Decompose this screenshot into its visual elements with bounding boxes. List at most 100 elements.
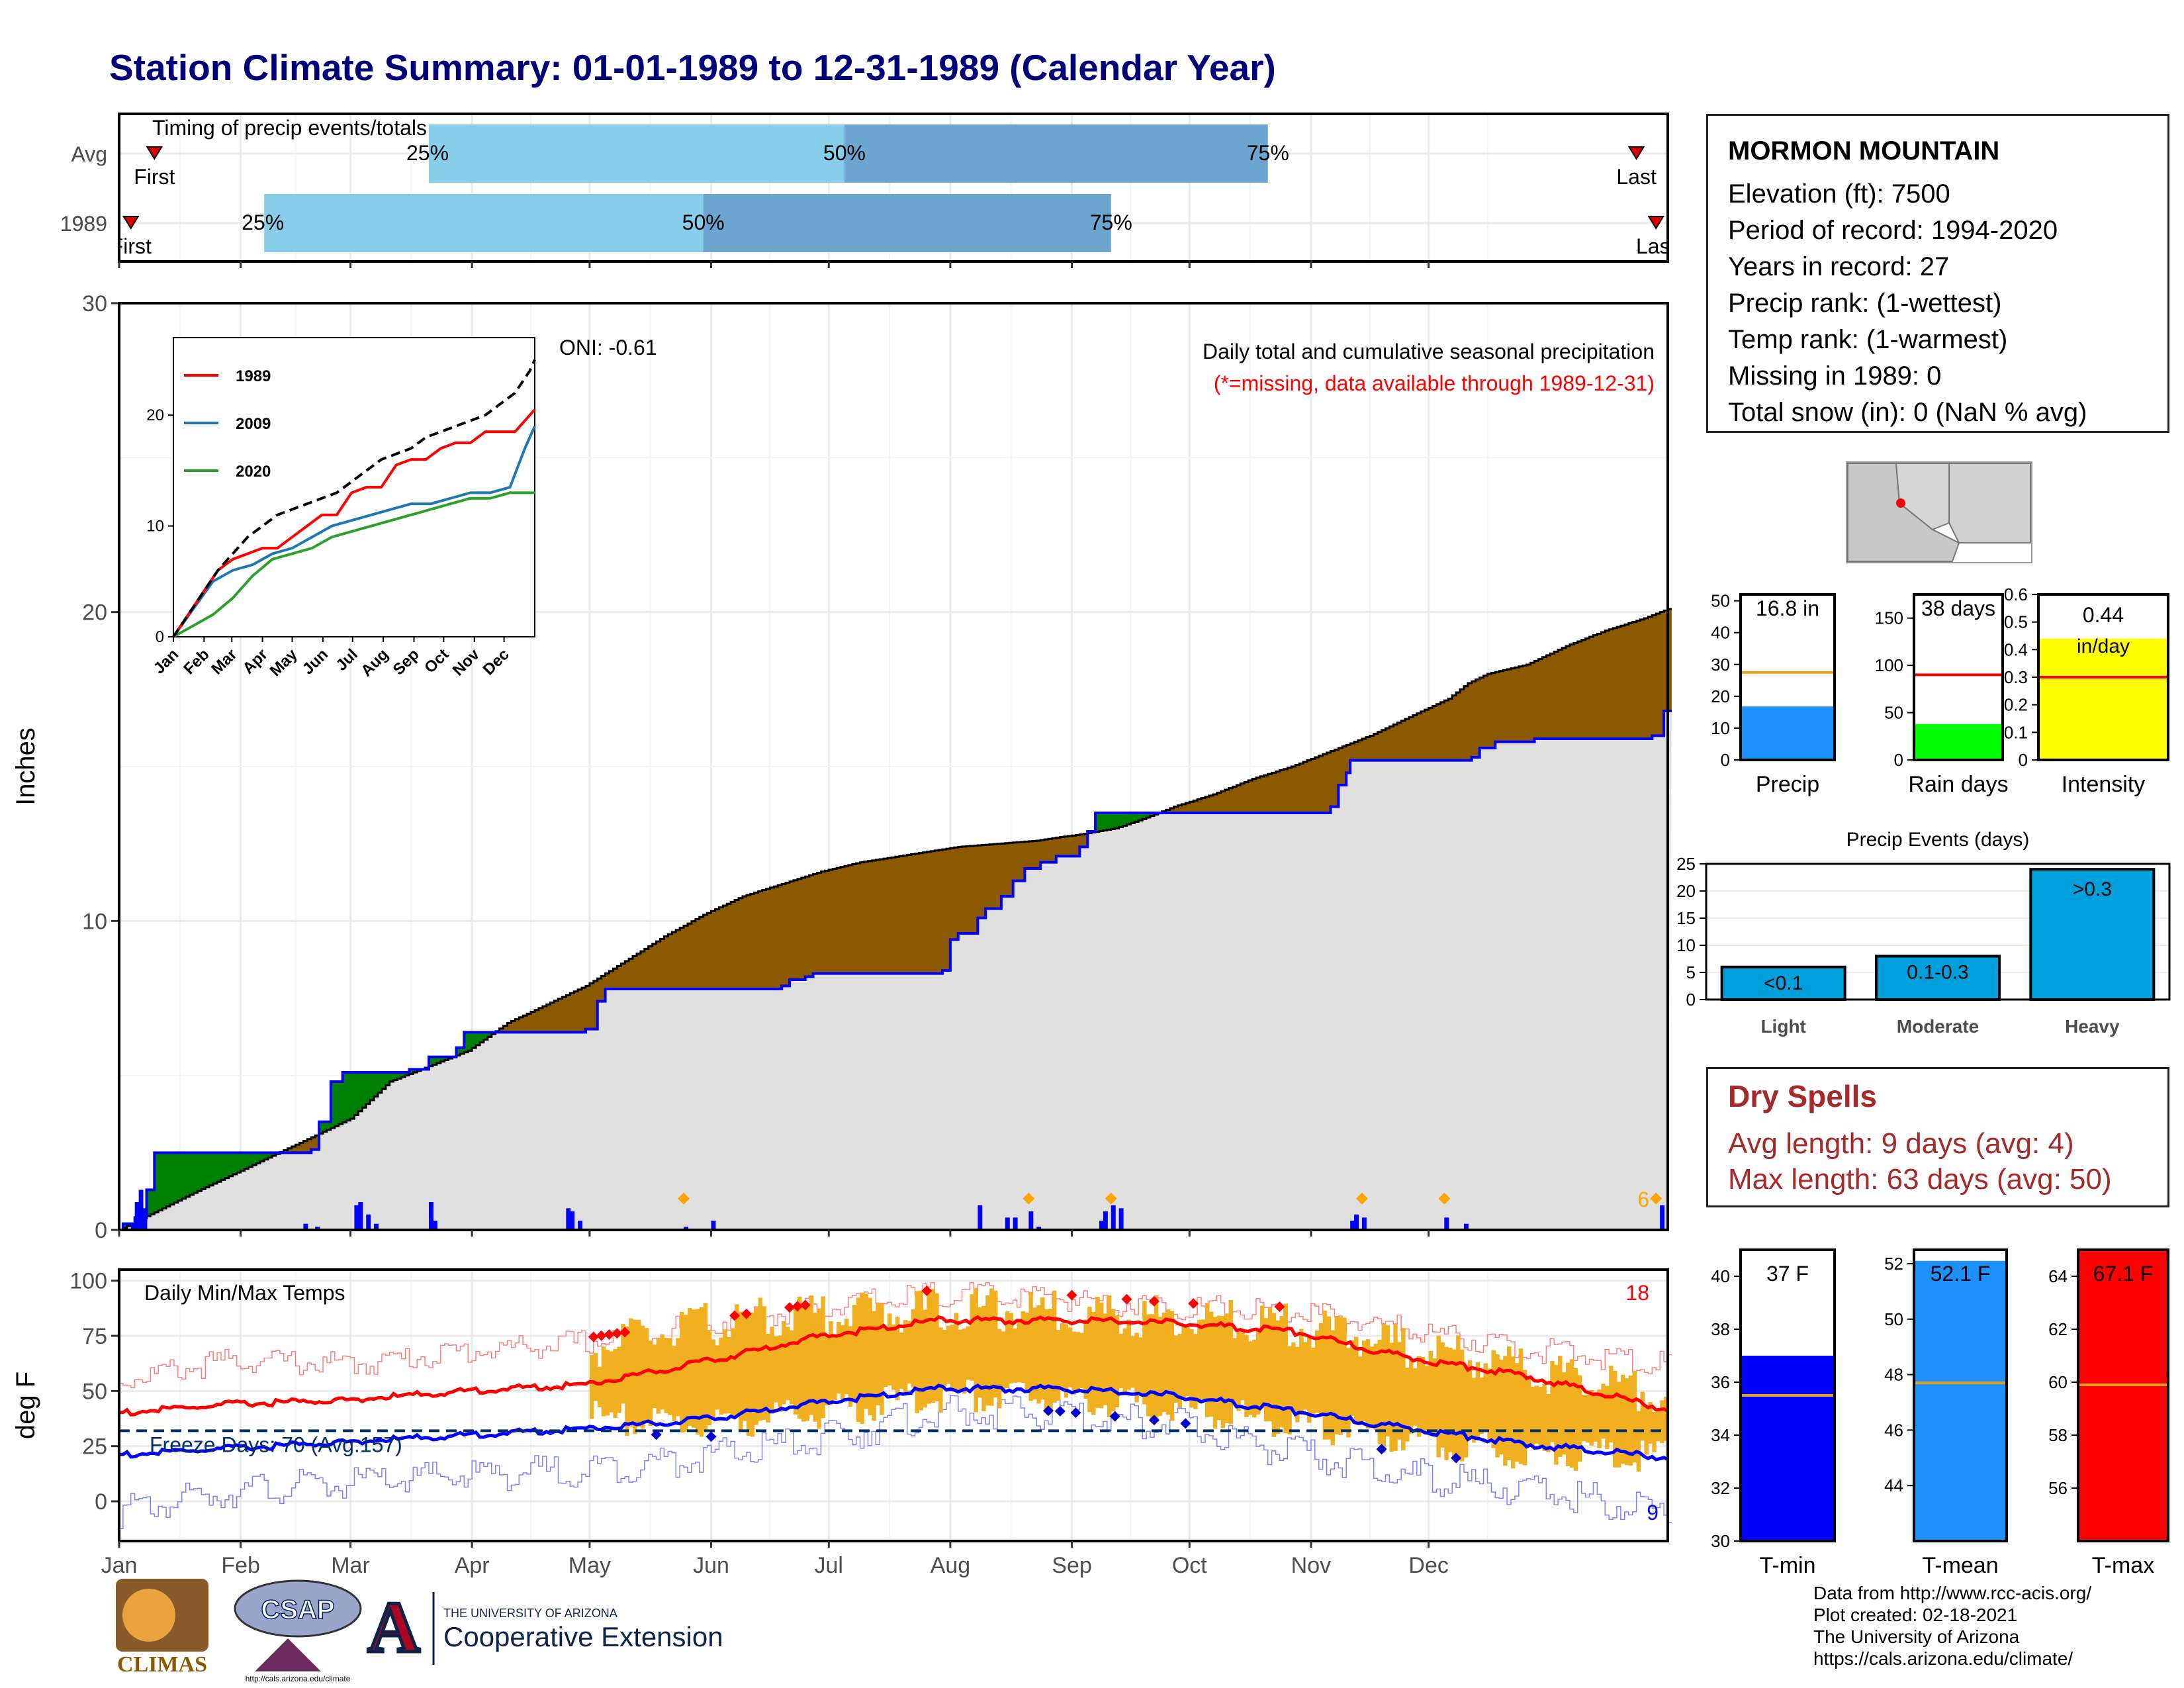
daily-temp-bar <box>1263 1318 1269 1422</box>
daily-temp-bar <box>891 1324 896 1390</box>
daily-temp-bar <box>989 1288 994 1406</box>
daily-temp-bar <box>1169 1311 1175 1421</box>
daily-temp-bar <box>1028 1291 1033 1401</box>
tick-label-y: 10 <box>1676 935 1696 955</box>
tick-label-y: 0.4 <box>2004 639 2028 659</box>
daily-temp-bar <box>942 1329 947 1387</box>
daily-temp-bar <box>1577 1375 1582 1462</box>
record-low-marker <box>1070 1407 1081 1419</box>
daily-temp-bar <box>1377 1339 1383 1444</box>
daily-temp-bar <box>1648 1401 1653 1444</box>
daily-temp-bar <box>1589 1390 1594 1446</box>
observed-cumulative-line <box>119 608 1672 1231</box>
station-line: Years in record: 27 <box>1728 252 1950 281</box>
daily-temp-bar <box>817 1308 821 1429</box>
daily-temp-bar <box>739 1311 743 1430</box>
daily-temp-bar <box>1064 1324 1069 1398</box>
daily-temp-bar <box>1546 1394 1551 1452</box>
event-bar <box>1720 965 1846 1002</box>
daily-temp-bar <box>1232 1338 1237 1405</box>
daily-temp-bar <box>1212 1317 1218 1429</box>
daily-temp-bar <box>782 1321 786 1405</box>
tick-label-y: 60 <box>2048 1372 2068 1392</box>
daily-temp-bar <box>915 1291 920 1414</box>
event-category-label: Heavy <box>2065 1016 2120 1037</box>
daily-temp-bar <box>1534 1385 1539 1444</box>
daily-temp-bar <box>1032 1307 1037 1399</box>
inset-legend-label: 2020 <box>236 463 271 481</box>
value-label: 52.1 F <box>1931 1262 1991 1286</box>
month-label: Dec <box>1408 1553 1448 1578</box>
daily-precip-bar <box>684 1227 688 1230</box>
daily-temp-bar <box>1463 1365 1469 1458</box>
missing-marker <box>1023 1192 1035 1205</box>
daily-precip-bar <box>978 1205 983 1230</box>
daily-temp-bar <box>985 1295 990 1406</box>
daily-temp-bar <box>1511 1356 1516 1469</box>
daily-temp-bar <box>1514 1363 1520 1462</box>
credit-line: Plot created: 02-18-2021 <box>1813 1605 2018 1625</box>
climas-logo: CLIMAS <box>116 1579 208 1677</box>
climas-logo-sun <box>122 1589 175 1642</box>
climas-logo-text: CLIMAS <box>117 1652 207 1677</box>
daily-temp-bar <box>1303 1342 1308 1410</box>
daily-precip-bar <box>1660 1205 1665 1230</box>
record-low-marker <box>705 1431 717 1442</box>
event-category-label: Moderate <box>1897 1016 1979 1037</box>
daily-temp-bar <box>1083 1319 1088 1399</box>
station-location-dot <box>1896 498 1905 508</box>
daily-temp-bar <box>1624 1378 1629 1466</box>
daily-precip-bar <box>566 1208 571 1230</box>
tick-label-y: 20 <box>1676 881 1696 901</box>
daily-temp-bar <box>1087 1306 1092 1413</box>
credit-line: https://cals.arizona.edu/climate/ <box>1813 1648 2073 1669</box>
daily-temp-bar <box>841 1325 845 1399</box>
daily-temp-bar <box>778 1335 782 1412</box>
daily-temp-bar <box>962 1329 967 1394</box>
csap-mountain <box>255 1638 321 1671</box>
daily-temp-bar <box>1467 1360 1473 1436</box>
bar-panel-frame <box>2077 1248 2169 1542</box>
daily-temp-bar <box>1522 1370 1527 1466</box>
daily-temp-bar <box>950 1324 955 1389</box>
station-line: Missing in 1989: 0 <box>1728 361 1942 391</box>
daily-temp-bar <box>1134 1333 1139 1403</box>
record-high-marker <box>784 1302 796 1313</box>
daily-temp-bar <box>672 1346 676 1422</box>
daily-temp-bar <box>746 1316 751 1436</box>
daily-temp-bar <box>1581 1395 1586 1442</box>
first-event-marker <box>146 146 163 160</box>
daily-temp-bar <box>1181 1324 1186 1398</box>
daily-temp-bar <box>1259 1305 1265 1409</box>
record-high-marker <box>1274 1301 1285 1312</box>
daily-precip-bar <box>358 1202 363 1230</box>
record-high-marker <box>619 1327 631 1338</box>
csap-cloud <box>234 1579 362 1638</box>
missing-count: 6 <box>1637 1188 1649 1211</box>
daily-temp-bar <box>1562 1372 1567 1455</box>
record-high-marker <box>612 1328 623 1339</box>
daily-temp-bar <box>727 1337 731 1414</box>
daily-temp-bar <box>1373 1343 1379 1430</box>
row-label-overlay: Avg <box>71 142 107 166</box>
daily-temp-bar <box>1338 1317 1343 1435</box>
daily-temp-bar <box>1197 1319 1202 1403</box>
daily-temp-bar <box>797 1296 802 1419</box>
daily-temp-bar <box>1346 1348 1351 1438</box>
daily-temp-bar <box>668 1338 672 1415</box>
daily-temp-bar <box>829 1321 833 1405</box>
tick-label-y: 30 <box>1711 655 1730 675</box>
credit-line: The University of Arizona <box>1813 1626 2020 1647</box>
tick-label-y: 0.1 <box>2004 722 2028 742</box>
daily-temp-bar <box>735 1304 739 1418</box>
daily-temp-bar <box>1354 1336 1359 1425</box>
daily-precip-bar <box>432 1221 437 1230</box>
daily-temp-bar <box>1381 1324 1386 1453</box>
daily-temp-bar <box>1287 1346 1292 1434</box>
daily-precip-bar <box>303 1223 308 1230</box>
tick-label-y: 50 <box>1884 1309 1903 1329</box>
daily-temp-bar <box>821 1296 825 1419</box>
daily-temp-bar <box>1318 1323 1324 1417</box>
inset-tick-label-y: 10 <box>146 518 164 536</box>
daily-temp-bar <box>1165 1309 1171 1415</box>
